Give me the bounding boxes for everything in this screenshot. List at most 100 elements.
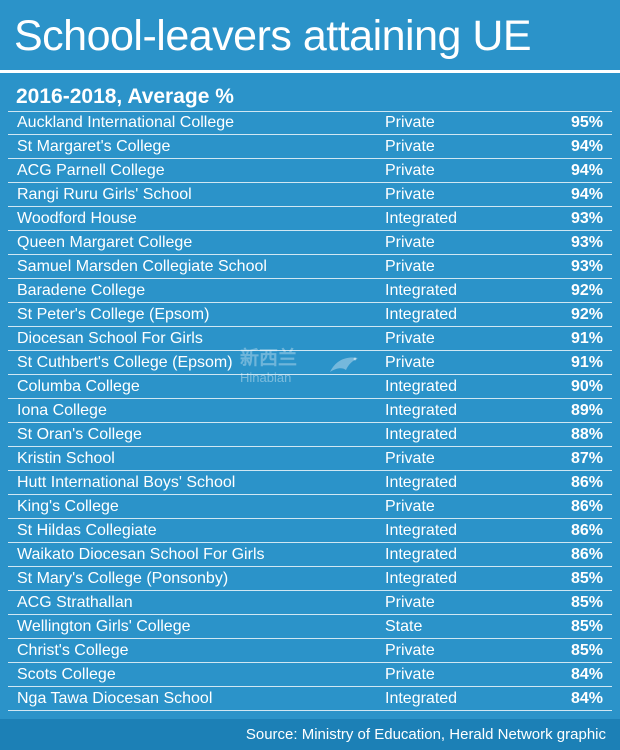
- table-row: King's College Private 86%: [0, 495, 620, 519]
- school-type: Private: [385, 258, 435, 275]
- school-name: Diocesan School For Girls: [17, 330, 203, 347]
- school-name: Columba College: [17, 378, 140, 395]
- table-row: Scots College Private 84%: [0, 663, 620, 687]
- table-row: St Margaret's College Private 94%: [0, 135, 620, 159]
- ue-percentage: 90%: [570, 378, 603, 395]
- school-type: Integrated: [385, 690, 458, 707]
- ue-percentage: 93%: [570, 234, 603, 251]
- table-row: Wellington Girls' College State 85%: [0, 615, 620, 639]
- ue-percentage: 92%: [570, 282, 603, 299]
- school-type: Integrated: [385, 570, 458, 587]
- school-name: St Hildas Collegiate: [17, 522, 157, 539]
- table-row: Nga Tawa Diocesan School Integrated 84%: [0, 687, 620, 711]
- table-row: ACG Parnell College Private 94%: [0, 159, 620, 183]
- school-name: St Peter's College (Epsom): [17, 306, 210, 323]
- table-row: St Hildas Collegiate Integrated 86%: [0, 519, 620, 543]
- table-row: Waikato Diocesan School For Girls Integra…: [0, 543, 620, 567]
- school-type: Private: [385, 666, 435, 683]
- ue-percentage: 84%: [570, 666, 603, 683]
- school-name: ACG Parnell College: [17, 162, 165, 179]
- school-type: Integrated: [385, 474, 458, 491]
- ue-percentage: 88%: [570, 426, 603, 443]
- school-name: Waikato Diocesan School For Girls: [17, 546, 265, 563]
- school-name: Wellington Girls' College: [17, 618, 191, 635]
- title-divider: [0, 70, 620, 73]
- school-type: Private: [385, 498, 435, 515]
- school-type: Private: [385, 114, 435, 131]
- table-row: Auckland International College Private 95%: [0, 111, 620, 135]
- ue-percentage: 84%: [570, 690, 603, 707]
- school-name: Christ's College: [17, 642, 129, 659]
- ue-percentage: 85%: [570, 594, 603, 611]
- school-type: Integrated: [385, 210, 458, 227]
- school-name: ACG Strathallan: [17, 594, 133, 611]
- school-type: Integrated: [385, 522, 458, 539]
- ue-percentage: 94%: [570, 162, 603, 179]
- chart-title: School-leavers attaining UE: [14, 12, 532, 60]
- table-row: Woodford House Integrated 93%: [0, 207, 620, 231]
- ue-percentage: 85%: [570, 570, 603, 587]
- table-row: St Cuthbert's College (Epsom) Private 91%: [0, 351, 620, 375]
- school-type: Private: [385, 642, 435, 659]
- table-row: Diocesan School For Girls Private 91%: [0, 327, 620, 351]
- ue-percentage: 94%: [570, 186, 603, 203]
- table-row: Kristin School Private 87%: [0, 447, 620, 471]
- school-name: St Cuthbert's College (Epsom): [17, 354, 233, 371]
- ue-percentage: 85%: [570, 618, 603, 635]
- ue-percentage: 91%: [570, 354, 603, 371]
- table-row: St Mary's College (Ponsonby) Integrated 85…: [0, 567, 620, 591]
- school-name: Baradene College: [17, 282, 146, 299]
- school-type: Private: [385, 450, 435, 467]
- school-name: St Margaret's College: [17, 138, 171, 155]
- chart-subtitle: 2016-2018, Average %: [16, 85, 234, 108]
- ue-percentage: 86%: [570, 546, 603, 563]
- school-name: Queen Margaret College: [17, 234, 193, 251]
- school-type: Integrated: [385, 378, 458, 395]
- table-row: Christ's College Private 85%: [0, 639, 620, 663]
- school-name: St Mary's College (Ponsonby): [17, 570, 229, 587]
- school-type: Private: [385, 354, 435, 371]
- school-type: Integrated: [385, 402, 458, 419]
- table-row: Iona College Integrated 89%: [0, 399, 620, 423]
- ue-percentage: 93%: [570, 258, 603, 275]
- school-name: Samuel Marsden Collegiate School: [17, 258, 267, 275]
- ue-percentage: 91%: [570, 330, 603, 347]
- table-row: ACG Strathallan Private 85%: [0, 591, 620, 615]
- ue-percentage: 94%: [570, 138, 603, 155]
- school-name: King's College: [17, 498, 119, 515]
- school-type: Private: [385, 138, 435, 155]
- school-type: Integrated: [385, 306, 458, 323]
- school-type: Integrated: [385, 282, 458, 299]
- ue-percentage: 93%: [570, 210, 603, 227]
- ue-percentage: 86%: [570, 522, 603, 539]
- school-name: Kristin School: [17, 450, 115, 467]
- school-name: Auckland International College: [17, 114, 235, 131]
- table-row: Hutt International Boys' School Integrate…: [0, 471, 620, 495]
- table-row: St Oran's College Integrated 88%: [0, 423, 620, 447]
- school-type: Integrated: [385, 426, 458, 443]
- school-type: Private: [385, 162, 435, 179]
- table-row: St Peter's College (Epsom) Integrated 92%: [0, 303, 620, 327]
- ue-percentage: 86%: [570, 474, 603, 491]
- table-row: Samuel Marsden Collegiate School Private 9…: [0, 255, 620, 279]
- source-band: [0, 719, 620, 750]
- school-table: Auckland International College Private 95%…: [0, 111, 620, 711]
- table-row: Baradene College Integrated 92%: [0, 279, 620, 303]
- ue-percentage: 87%: [570, 450, 603, 467]
- school-name: Scots College: [17, 666, 116, 683]
- school-type: Integrated: [385, 546, 458, 563]
- ue-percentage: 86%: [570, 498, 603, 515]
- school-type: Private: [385, 186, 435, 203]
- table-row: Queen Margaret College Private 93%: [0, 231, 620, 255]
- source-note: Source: Ministry of Education, Herald Ne…: [245, 726, 606, 743]
- school-name: Woodford House: [17, 210, 137, 227]
- table-row: Columba College Integrated 90%: [0, 375, 620, 399]
- ue-percentage: 85%: [570, 642, 603, 659]
- school-name: St Oran's College: [17, 426, 142, 443]
- table-row: Rangi Ruru Girls' School Private 94%: [0, 183, 620, 207]
- school-name: Hutt International Boys' School: [17, 474, 236, 491]
- school-name: Iona College: [17, 402, 107, 419]
- school-type: State: [385, 618, 423, 635]
- ue-percentage: 89%: [570, 402, 603, 419]
- school-type: Private: [385, 594, 435, 611]
